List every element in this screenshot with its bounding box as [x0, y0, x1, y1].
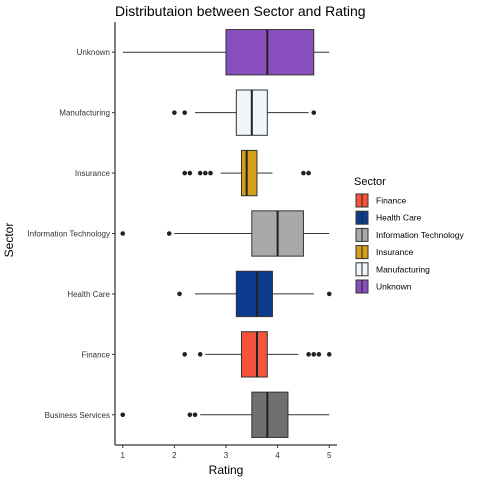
legend-item-unknown: Unknown: [355, 279, 412, 294]
legend: Sector Finance Health Care Information Tec…: [354, 176, 464, 294]
x-tick-label: 2: [172, 451, 177, 460]
legend-item-health-care: Health Care: [355, 210, 422, 225]
box-group-information-technology: [120, 210, 330, 257]
y-axis-title: Sector: [2, 223, 16, 258]
outlier-point: [203, 170, 208, 176]
x-tick-label: 1: [121, 451, 126, 460]
outlier-point: [120, 412, 126, 418]
box-group-insurance: [182, 149, 311, 197]
outlier-point: [306, 170, 311, 176]
legend-item-finance: Finance: [355, 193, 407, 208]
x-tick-label: 5: [327, 451, 332, 460]
outlier-point: [182, 110, 187, 115]
outlier-point: [166, 231, 172, 236]
outlier-point: [306, 352, 311, 357]
outlier-point: [182, 352, 187, 357]
y-tick-label: Manufacturing: [59, 109, 110, 118]
box: [225, 29, 315, 76]
outlier-point: [187, 170, 193, 176]
y-ticks: Unknown Manufacturing Insurance Information…: [27, 48, 115, 420]
box: [240, 331, 268, 378]
outlier-point: [311, 352, 317, 357]
outlier-point: [192, 412, 198, 418]
box: [251, 391, 289, 438]
y-tick-label: Business Services: [45, 411, 110, 420]
box-group-unknown: [122, 29, 330, 76]
legend-label: Manufacturing: [376, 264, 430, 274]
outlier-point: [326, 291, 332, 297]
legend-label: Unknown: [376, 282, 412, 292]
y-tick-label: Finance: [82, 350, 111, 359]
outlier-point: [120, 231, 126, 236]
box-group-health-care: [177, 270, 332, 318]
outlier-point: [326, 352, 332, 357]
outlier-point: [311, 110, 317, 115]
outlier-point: [182, 170, 187, 176]
x-ticks: 1 2 3 4 5: [121, 445, 332, 460]
outlier-point: [197, 170, 203, 176]
box-group-business-services: [120, 391, 330, 438]
box: [235, 270, 273, 318]
legend-label: Information Technology: [376, 230, 464, 240]
legend-item-manufacturing: Manufacturing: [355, 262, 430, 277]
outlier-point: [316, 352, 322, 357]
outlier-point: [187, 412, 193, 418]
legend-label: Insurance: [376, 247, 414, 257]
box: [240, 149, 258, 197]
chart-title: Distributaion between Sector and Rating: [115, 3, 366, 19]
outlier-point: [301, 170, 306, 176]
box-group-manufacturing: [172, 89, 317, 136]
outlier-point: [197, 352, 203, 357]
legend-label: Health Care: [376, 213, 422, 223]
box-group-finance: [182, 331, 332, 378]
y-tick-label: Unknown: [77, 48, 110, 57]
legend-label: Finance: [376, 196, 407, 206]
outlier-point: [208, 170, 213, 176]
legend-item-information-technology: Information Technology: [355, 227, 464, 242]
legend-item-insurance: Insurance: [355, 245, 414, 260]
x-tick-label: 4: [275, 451, 280, 460]
y-tick-label: Information Technology: [27, 230, 110, 239]
outlier-point: [172, 110, 177, 115]
plot-area: [120, 29, 332, 438]
y-tick-label: Health Care: [67, 290, 110, 299]
x-axis-title: Rating: [209, 463, 244, 477]
outlier-point: [177, 291, 182, 297]
legend-title: Sector: [354, 176, 386, 188]
x-tick-label: 3: [224, 451, 229, 460]
y-tick-label: Insurance: [75, 169, 111, 178]
